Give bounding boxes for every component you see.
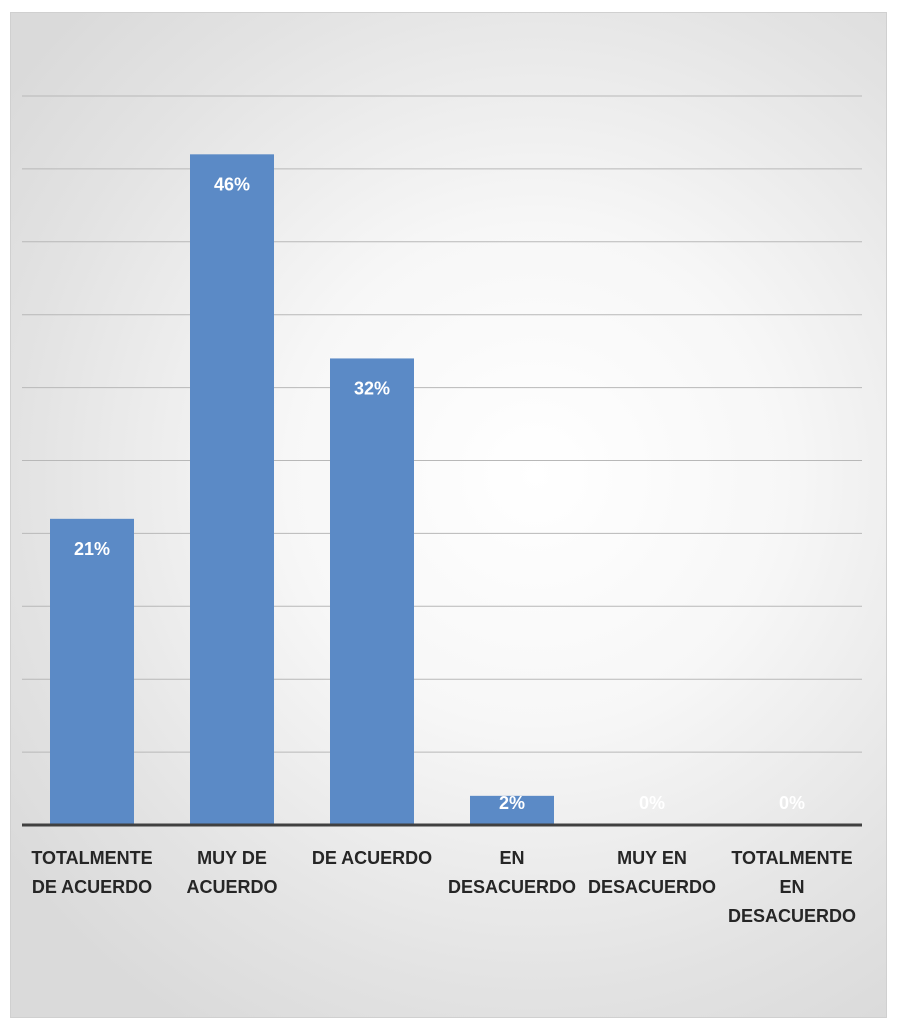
category-label-line: DE ACUERDO — [32, 877, 152, 897]
chart-area — [10, 12, 887, 1018]
data-labels: 21% 46% 32% 2% 0% 0% — [74, 174, 805, 813]
bar — [470, 795, 554, 825]
category-label-line: EN — [779, 877, 804, 897]
category-label: EN DESACUERDO — [448, 848, 576, 897]
data-label: 21% — [74, 539, 110, 559]
category-label-line: ACUERDO — [186, 877, 277, 897]
category-label-line: DESACUERDO — [448, 877, 576, 897]
gridlines — [22, 95, 862, 753]
category-label: TOTALMENTE EN DESACUERDO — [728, 848, 856, 926]
data-label: 0% — [639, 793, 665, 813]
category-label: MUY EN DESACUERDO — [588, 848, 716, 897]
data-label: 2% — [499, 793, 525, 813]
category-label: TOTALMENTE DE ACUERDO — [31, 848, 152, 897]
category-label-line: EN — [499, 848, 524, 868]
data-label: 32% — [354, 378, 390, 398]
category-label-line: TOTALMENTE — [31, 848, 152, 868]
category-label-line: DESACUERDO — [728, 906, 856, 926]
category-label-line: MUY EN — [617, 848, 687, 868]
bars — [50, 154, 554, 825]
data-label: 0% — [779, 793, 805, 813]
data-label: 46% — [214, 174, 250, 194]
category-label-line: MUY DE — [197, 848, 267, 868]
bar — [330, 358, 414, 825]
category-label-line: DE ACUERDO — [312, 848, 432, 868]
category-labels: TOTALMENTE DE ACUERDO MUY DE ACUERDO DE ACUE… — [31, 848, 856, 926]
category-label-line: DESACUERDO — [588, 877, 716, 897]
category-label: MUY DE ACUERDO — [186, 848, 277, 897]
category-label: DE ACUERDO — [312, 848, 432, 868]
bar — [190, 154, 274, 825]
bar — [50, 518, 134, 825]
category-label-line: TOTALMENTE — [731, 848, 852, 868]
